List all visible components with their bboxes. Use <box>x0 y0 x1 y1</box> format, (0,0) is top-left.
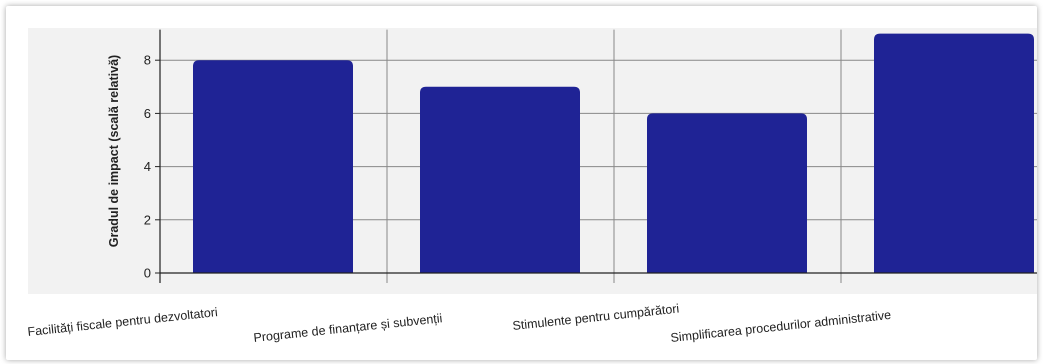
bar-chart: 0 2 4 6 8 Facilități fiscale pentru dezvolta… <box>27 28 1037 345</box>
x-category-labels: Facilități fiscale pentru dezvoltatori Pr… <box>27 302 892 345</box>
bar <box>647 113 807 274</box>
y-tick-label: 2 <box>144 212 151 227</box>
y-tick-label: 8 <box>144 53 151 68</box>
axes <box>155 29 1037 283</box>
y-axis-title: Gradul de impact (scală relativă) <box>107 55 121 247</box>
bars <box>193 33 1034 274</box>
x-category-label: Programe de finanțare și subvenții <box>253 311 443 345</box>
x-category-label: Facilități fiscale pentru dezvoltatori <box>27 305 218 339</box>
y-tick-label: 0 <box>144 266 151 281</box>
y-tick-label: 4 <box>144 159 151 174</box>
bar <box>193 60 353 274</box>
bar <box>874 33 1034 273</box>
x-category-label: Simplificarea procedurilor administrativ… <box>670 308 892 345</box>
y-tick-labels: 0 2 4 6 8 <box>144 53 151 281</box>
x-category-label: Stimulente pentru cumpărători <box>512 302 680 333</box>
chart-frame: 0 2 4 6 8 Facilități fiscale pentru dezvolta… <box>6 6 1037 360</box>
y-tick-label: 6 <box>144 106 151 121</box>
bar <box>420 86 580 273</box>
